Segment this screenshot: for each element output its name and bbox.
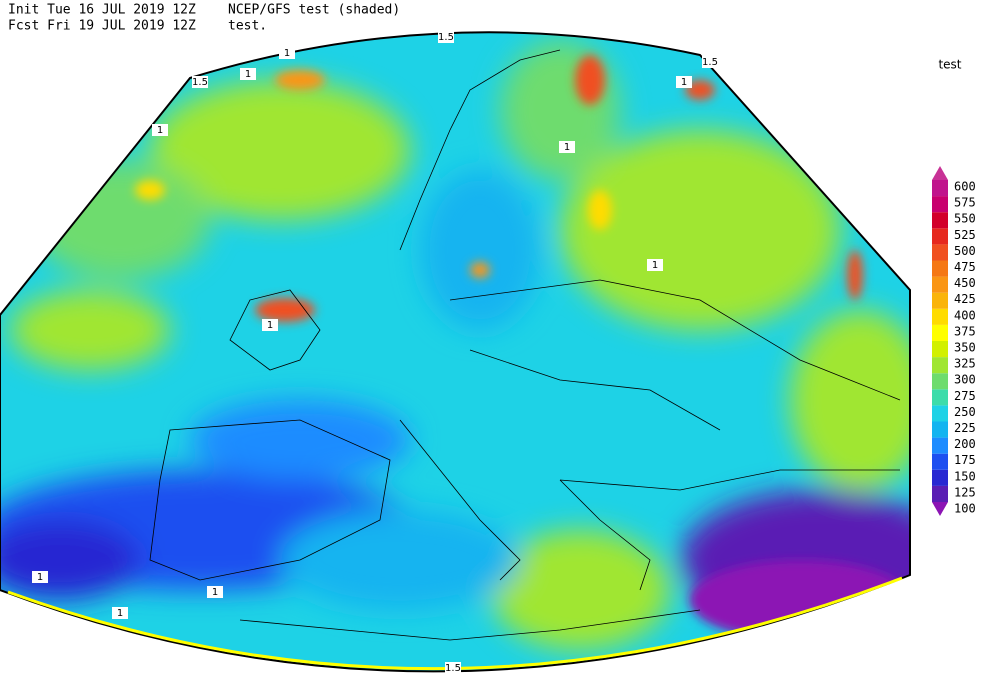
colorbar-label: 300 (954, 373, 976, 387)
contour-label-bg (279, 47, 295, 59)
colorbar-box (932, 485, 948, 502)
contour-label: 1.5 (192, 77, 208, 88)
contour-label: 1 (564, 142, 570, 153)
colorbar-box (932, 244, 948, 261)
colorbar-label: 500 (954, 244, 976, 258)
colorbar-label: 325 (954, 357, 976, 371)
contour-label-bg (702, 56, 718, 68)
colorbar-box (932, 180, 948, 197)
colorbar-label: 125 (954, 485, 976, 499)
colorbar-triangle (932, 166, 948, 180)
colorbar-label: 400 (954, 308, 976, 322)
colorbar-label: 225 (954, 421, 976, 435)
legend-title: test (938, 58, 961, 72)
colorbar-label: 100 (954, 502, 976, 516)
colorbar-label: 525 (954, 228, 976, 242)
init-time: Init Tue 16 JUL 2019 12Z (8, 3, 196, 18)
colorbar-label: 150 (954, 469, 976, 483)
contour-label: 1 (157, 125, 163, 136)
contour-label: 1 (284, 48, 290, 59)
colorbar-label: 375 (954, 324, 976, 338)
colorbar-box (932, 308, 948, 325)
colorbar-label: 250 (954, 405, 976, 419)
contour-label: 1 (681, 77, 687, 88)
colorbar-box (932, 357, 948, 374)
colorbar-label: 175 (954, 453, 976, 467)
colorbar-triangle (932, 502, 948, 516)
colorbar-box (932, 212, 948, 229)
colorbar-label: 425 (954, 292, 976, 306)
contour-label-bg (240, 68, 256, 80)
colorbar: 100 125 150 175 200 225 250 275 300 325 350 375 400 4… (932, 166, 976, 516)
colorbar-box (932, 469, 948, 486)
colorbar-label: 200 (954, 437, 976, 451)
colorbar-box (932, 421, 948, 438)
colorbar-label: 475 (954, 260, 976, 274)
contour-label-bg (112, 607, 128, 619)
contour-label-bg (676, 76, 692, 88)
contour-label: 1 (267, 320, 273, 331)
contour-label: 1 (652, 260, 658, 271)
colorbar-box (932, 405, 948, 422)
contour-label-bg (207, 586, 223, 598)
contour-label-bg (438, 31, 454, 43)
contour-label-bg (559, 141, 575, 153)
colorbar-box (932, 292, 948, 309)
colorbar-label: 550 (954, 212, 976, 226)
colorbar-box (932, 373, 948, 390)
contour-label-bg (445, 662, 461, 674)
contour-label: 1 (245, 69, 251, 80)
colorbar-label: 275 (954, 389, 976, 403)
colorbar-box (932, 453, 948, 470)
colorbar-box (932, 341, 948, 358)
coastlines (149, 49, 901, 641)
contour-label: 1 (37, 572, 43, 583)
colorbar-box (932, 324, 948, 341)
product-title: NCEP/GFS test (shaded) (228, 3, 400, 18)
colorbar-label: 350 (954, 341, 976, 355)
contour-label-bg (647, 259, 663, 271)
colorbar-label: 575 (954, 196, 976, 210)
contour-label: 1.5 (445, 663, 461, 674)
contour-label-bg (192, 76, 208, 88)
contour-labels: 1.5 1.5 1 1 1 1.5 1 1 1 1 1 1 1 1.5 (32, 31, 718, 674)
subtitle: test. (228, 19, 267, 34)
contour-label-bg (32, 571, 48, 583)
colorbar-label: 600 (954, 180, 976, 194)
colorbar-box (932, 228, 948, 245)
contour-label: 1.5 (702, 57, 718, 68)
colorbar-box (932, 389, 948, 406)
contour-label-bg (262, 319, 278, 331)
contour-label: 1 (117, 608, 123, 619)
forecast-time: Fcst Fri 19 JUL 2019 12Z (8, 19, 196, 34)
contour-label-bg (152, 124, 168, 136)
contour-label: 1 (212, 587, 218, 598)
contour-label: 1.5 (438, 32, 454, 43)
colorbar-box (932, 276, 948, 293)
colorbar-label: 450 (954, 276, 976, 290)
colorbar-box (932, 437, 948, 454)
colorbar-box (932, 196, 948, 213)
colorbar-box (932, 260, 948, 277)
